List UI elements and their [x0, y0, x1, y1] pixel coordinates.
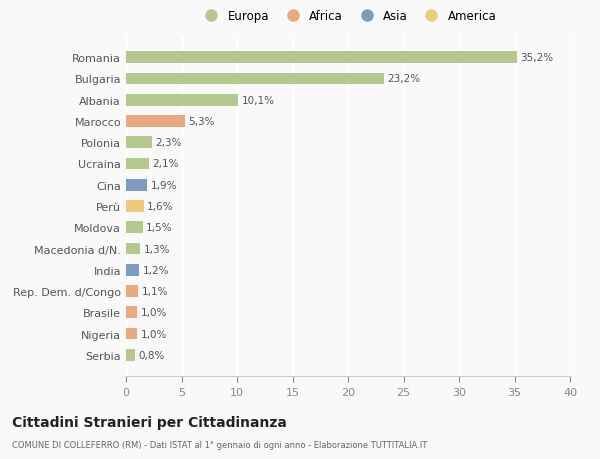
Legend: Europa, Africa, Asia, America: Europa, Africa, Asia, America	[194, 5, 502, 28]
Text: 2,1%: 2,1%	[152, 159, 179, 169]
Text: 5,3%: 5,3%	[188, 117, 215, 127]
Bar	[126, 73, 383, 85]
Text: 1,9%: 1,9%	[151, 180, 177, 190]
Text: 1,3%: 1,3%	[144, 244, 170, 254]
Text: Cittadini Stranieri per Cittadinanza: Cittadini Stranieri per Cittadinanza	[12, 415, 287, 429]
Text: 2,3%: 2,3%	[155, 138, 181, 148]
Bar	[126, 222, 143, 234]
Text: 0,8%: 0,8%	[138, 350, 164, 360]
Text: 10,1%: 10,1%	[241, 95, 274, 106]
Text: 1,2%: 1,2%	[143, 265, 169, 275]
Text: 1,6%: 1,6%	[147, 202, 173, 212]
Bar	[126, 349, 135, 361]
Text: 1,0%: 1,0%	[140, 308, 167, 318]
Bar	[126, 243, 140, 255]
Bar	[126, 328, 137, 340]
Bar	[126, 264, 139, 276]
Text: COMUNE DI COLLEFERRO (RM) - Dati ISTAT al 1° gennaio di ogni anno - Elaborazione: COMUNE DI COLLEFERRO (RM) - Dati ISTAT a…	[12, 440, 427, 449]
Bar	[126, 52, 517, 64]
Text: 35,2%: 35,2%	[520, 53, 553, 63]
Bar	[126, 179, 147, 191]
Text: 23,2%: 23,2%	[387, 74, 420, 84]
Bar	[126, 137, 152, 149]
Bar	[126, 116, 185, 128]
Text: 1,1%: 1,1%	[142, 286, 168, 297]
Bar	[126, 201, 144, 213]
Text: 1,5%: 1,5%	[146, 223, 172, 233]
Text: 1,0%: 1,0%	[140, 329, 167, 339]
Bar	[126, 285, 138, 297]
Bar	[126, 307, 137, 319]
Bar	[126, 95, 238, 106]
Bar	[126, 158, 149, 170]
